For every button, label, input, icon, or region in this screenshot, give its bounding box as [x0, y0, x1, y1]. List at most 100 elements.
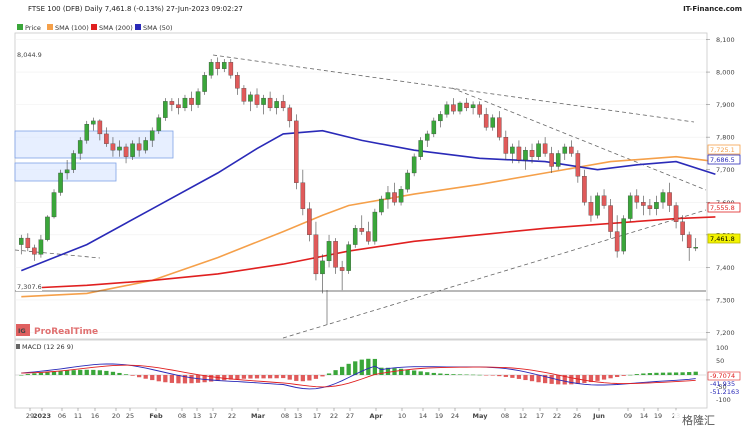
macd-hist-103 [693, 371, 698, 375]
candle-body-2 [32, 247, 37, 255]
candle-body-75 [510, 146, 515, 154]
footer-badge: 格隆汇 [682, 413, 715, 427]
candle-body-44 [307, 208, 312, 235]
candle-body-50 [346, 244, 351, 271]
candle-body-60 [411, 156, 417, 174]
macd-hist-58 [398, 368, 404, 375]
x-tick-label-16: 22 [330, 412, 338, 420]
candle-body-90 [608, 205, 613, 232]
x-tick-label-14: 13 [294, 412, 302, 420]
legend-swatch-sma50 [135, 24, 141, 30]
x-tick-label-30: 09 [624, 412, 632, 420]
candle-body-71 [483, 114, 489, 128]
macd-label: MACD (12 26 9) [22, 343, 73, 351]
candle-body-51 [352, 228, 358, 245]
x-tick-label-9: 13 [193, 412, 201, 420]
candle-body-59 [405, 172, 410, 190]
y-tick-label-9: 7,200 [716, 329, 735, 337]
macd-hist-35 [248, 375, 253, 379]
candle-body-96 [647, 205, 653, 209]
macd-tag-2: -51.2163 [710, 388, 739, 396]
macd-hist-61 [418, 371, 423, 375]
candle-body-97 [654, 202, 659, 209]
x-tick-label-12: Mar [251, 412, 266, 420]
tag-last-box [707, 233, 741, 244]
x-tick-label-2: 06 [58, 412, 66, 420]
macd-hist-66 [451, 374, 456, 375]
candle-body-29 [208, 62, 214, 76]
x-tick-label-25: 12 [519, 412, 527, 420]
macd-hist-71 [484, 375, 489, 376]
price-plot-frame [14, 32, 708, 340]
candle-body-94 [634, 195, 640, 203]
tag-sma200-box [707, 202, 741, 213]
chart-title: FTSE 100 (DFB) Daily 7,461.8 (-0.13%) 27… [28, 5, 243, 13]
macd-hist-65 [444, 373, 450, 375]
macd-hist-36 [254, 375, 260, 379]
x-tick-label-20: 14 [419, 412, 427, 420]
legend-swatch-sma200 [91, 24, 97, 30]
macd-hist-14 [110, 371, 116, 375]
tag-last-value: 7,461.8 [710, 235, 735, 243]
macd-hist-17 [130, 375, 135, 376]
macd-hist-9 [78, 369, 83, 375]
x-tick-label-0: 29 [26, 412, 34, 420]
x-tick-label-18: Apr [370, 412, 384, 420]
candle-body-12 [97, 120, 103, 135]
x-tick-label-13: 08 [281, 412, 289, 420]
x-tick-label-5: 20 [112, 412, 120, 420]
candle-body-26 [189, 97, 194, 105]
high-marker-label: 8,044.9 [17, 51, 42, 59]
macd-hist-68 [464, 374, 469, 376]
candle-body-76 [516, 146, 522, 161]
macd-hist-10 [84, 369, 89, 375]
candle-body-48 [333, 241, 338, 268]
candle-body-41 [287, 107, 293, 122]
macd-hist-70 [477, 374, 482, 376]
candle-body-37 [261, 97, 266, 105]
macd-hist-28 [202, 375, 207, 383]
macd-hist-52 [359, 359, 364, 375]
x-tick-label-7: Feb [149, 412, 163, 420]
x-tick-label-17: 27 [346, 412, 354, 420]
x-tick-label-19: 10 [398, 412, 406, 420]
macd-hist-88 [595, 375, 600, 381]
candle-body-74 [503, 137, 509, 154]
macd-hist-34 [241, 375, 247, 379]
y-tick-label-0: 8,100 [716, 36, 735, 44]
candle-body-33 [235, 75, 240, 89]
macd-hist-42 [294, 375, 299, 381]
tag-sma100-value: 7,725.1 [710, 146, 735, 154]
macd-hist-79 [536, 375, 541, 383]
candle-body-102 [686, 234, 692, 249]
macd-hist-15 [117, 372, 122, 375]
macd-hist-22 [163, 375, 168, 383]
tag-sma50-value: 7,686.5 [710, 156, 735, 164]
prorealtime-watermark: IG ProRealTime [16, 324, 98, 337]
x-tick-label-6: 25 [126, 412, 134, 420]
macd-hist-69 [470, 374, 476, 376]
macd-hist-0 [19, 375, 24, 376]
trendline-descending [451, 87, 707, 191]
x-tick-label-21: 19 [435, 412, 443, 420]
macd-hist-5 [51, 371, 57, 375]
candle-body-47 [326, 241, 332, 262]
candle-body-7 [64, 169, 70, 174]
candle-body-67 [457, 102, 463, 112]
x-tick-label-10: 17 [209, 412, 217, 420]
candle-body-34 [241, 88, 247, 102]
candle-body-6 [58, 172, 63, 193]
candle-body-77 [523, 150, 528, 161]
candle-body-61 [418, 140, 423, 157]
candle-body-69 [470, 104, 476, 109]
macd-tag-1-box [707, 371, 741, 381]
x-tick-label-15: 17 [313, 412, 321, 420]
candle-body-16 [123, 146, 129, 157]
macd-hist-50 [346, 363, 351, 375]
macd-hist-53 [366, 358, 371, 375]
high-marker-box [16, 50, 42, 59]
candle-body-88 [595, 195, 600, 216]
candle-body-53 [366, 231, 371, 242]
